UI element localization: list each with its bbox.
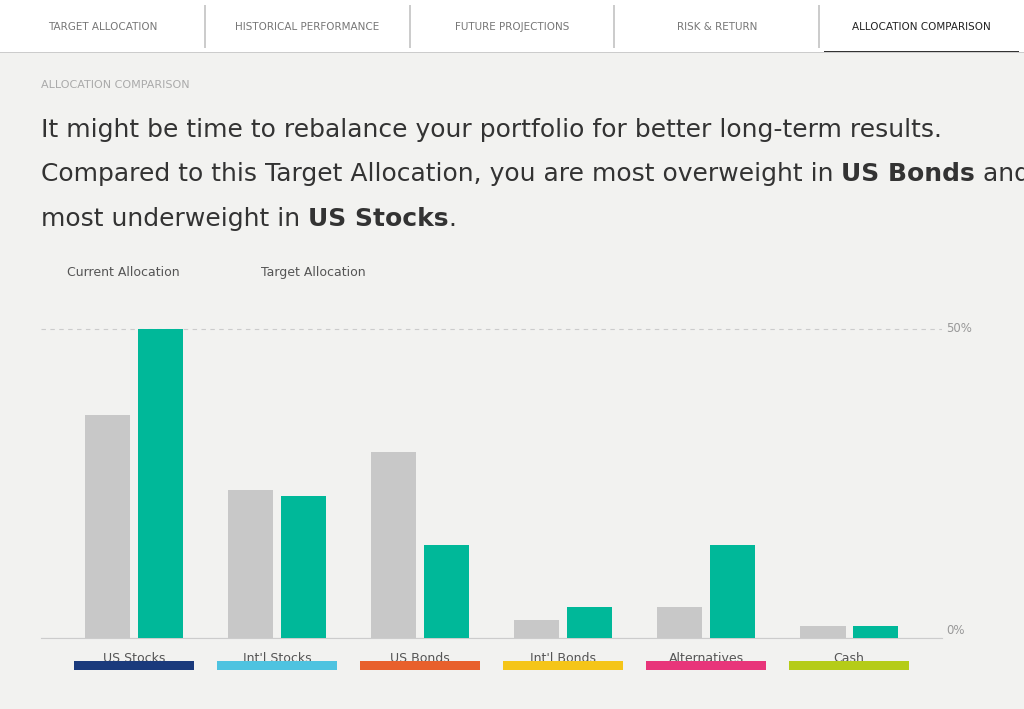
Text: 50%: 50% bbox=[946, 322, 973, 335]
Bar bbox=[824, 51, 1019, 53]
Bar bbox=[613, 6, 615, 48]
Bar bbox=[0, 52, 1024, 53]
Bar bbox=[424, 545, 469, 638]
Bar bbox=[656, 607, 702, 638]
Text: RISK & RETURN: RISK & RETURN bbox=[677, 21, 757, 32]
Text: Target Allocation: Target Allocation bbox=[261, 267, 366, 279]
Text: .: . bbox=[449, 207, 457, 231]
Bar bbox=[85, 415, 130, 638]
Text: Compared to this Target Allocation, you are most overweight in: Compared to this Target Allocation, you … bbox=[41, 162, 842, 186]
Bar bbox=[790, 661, 909, 671]
Bar bbox=[281, 496, 327, 638]
Text: FUTURE PROJECTIONS: FUTURE PROJECTIONS bbox=[455, 21, 569, 32]
Text: US Bonds: US Bonds bbox=[842, 162, 975, 186]
Text: It might be time to rebalance your portfolio for better long-term results.: It might be time to rebalance your portf… bbox=[41, 118, 942, 142]
Bar bbox=[227, 490, 273, 638]
Bar bbox=[646, 661, 766, 671]
Text: and: and bbox=[975, 162, 1024, 186]
Bar bbox=[74, 661, 194, 671]
Bar bbox=[800, 626, 846, 638]
Text: ALLOCATION COMPARISON: ALLOCATION COMPARISON bbox=[852, 21, 991, 32]
Bar bbox=[503, 661, 624, 671]
Bar bbox=[818, 6, 820, 48]
Bar bbox=[710, 545, 756, 638]
Bar bbox=[204, 6, 206, 48]
Bar bbox=[217, 661, 337, 671]
Text: TARGET ALLOCATION: TARGET ALLOCATION bbox=[48, 21, 157, 32]
Text: ALLOCATION COMPARISON: ALLOCATION COMPARISON bbox=[41, 80, 189, 90]
Bar bbox=[514, 620, 559, 638]
Bar bbox=[409, 6, 411, 48]
Text: US Stocks: US Stocks bbox=[308, 207, 449, 231]
Text: HISTORICAL PERFORMANCE: HISTORICAL PERFORMANCE bbox=[236, 21, 379, 32]
Bar bbox=[137, 329, 183, 638]
Bar bbox=[359, 661, 480, 671]
Text: Current Allocation: Current Allocation bbox=[67, 267, 179, 279]
Text: most underweight in: most underweight in bbox=[41, 207, 308, 231]
Bar bbox=[371, 452, 417, 638]
Text: 0%: 0% bbox=[946, 625, 965, 637]
Bar bbox=[566, 607, 612, 638]
Bar bbox=[853, 626, 898, 638]
